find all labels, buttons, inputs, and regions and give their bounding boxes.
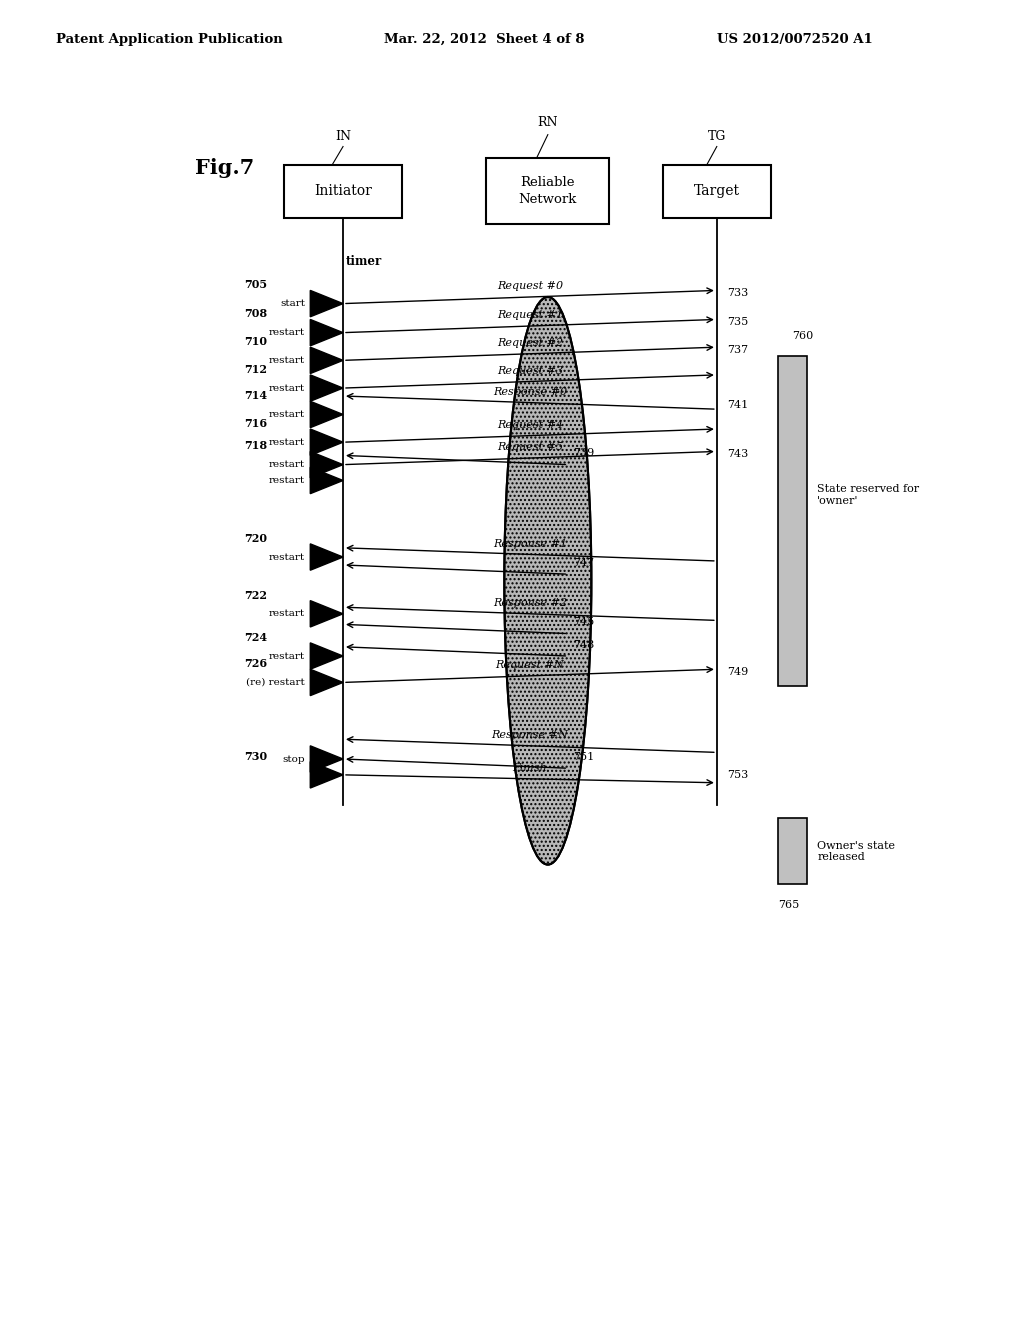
Text: restart: restart [269, 610, 305, 618]
Text: 714: 714 [244, 391, 267, 401]
Text: Request #4: Request #4 [497, 420, 563, 430]
FancyBboxPatch shape [486, 158, 609, 224]
Polygon shape [310, 544, 343, 570]
Text: TG: TG [708, 129, 726, 143]
Text: Response #0: Response #0 [493, 387, 567, 397]
Text: 751: 751 [573, 752, 595, 762]
Text: Request #5: Request #5 [497, 442, 563, 453]
Text: restart: restart [269, 477, 305, 484]
Text: restart: restart [269, 384, 305, 392]
Text: 705: 705 [244, 280, 267, 290]
FancyBboxPatch shape [664, 165, 770, 218]
Text: 753: 753 [727, 770, 749, 780]
Text: Reliable
Network: Reliable Network [518, 177, 578, 206]
Text: Request #N: Request #N [496, 660, 564, 671]
Text: Finish: Finish [513, 763, 547, 774]
Text: 747: 747 [573, 558, 595, 568]
Text: 722: 722 [244, 590, 266, 601]
Polygon shape [310, 347, 343, 374]
Text: 712: 712 [244, 364, 266, 375]
Text: Response #2: Response #2 [493, 598, 567, 609]
Text: restart: restart [269, 329, 305, 337]
Text: Mar. 22, 2012  Sheet 4 of 8: Mar. 22, 2012 Sheet 4 of 8 [384, 33, 585, 46]
Text: Response #1: Response #1 [493, 539, 567, 549]
Text: 748: 748 [573, 640, 595, 649]
Text: 743: 743 [727, 449, 749, 459]
Text: Request #0: Request #0 [497, 281, 563, 292]
Text: 726: 726 [244, 659, 267, 669]
Text: 741: 741 [727, 400, 749, 411]
Polygon shape [310, 601, 343, 627]
Text: restart: restart [269, 438, 305, 446]
Text: restart: restart [269, 356, 305, 364]
Text: 718: 718 [244, 441, 267, 451]
Text: 760: 760 [793, 330, 814, 341]
Text: 735: 735 [727, 317, 749, 327]
Text: Request #1: Request #1 [497, 310, 563, 321]
Polygon shape [310, 375, 343, 401]
Text: Request #2: Request #2 [497, 338, 563, 348]
Text: restart: restart [269, 652, 305, 660]
FancyBboxPatch shape [285, 165, 401, 218]
Polygon shape [310, 467, 343, 494]
Text: restart: restart [269, 411, 305, 418]
Text: RN: RN [538, 116, 558, 129]
Text: Target: Target [694, 185, 739, 198]
Text: timer: timer [346, 255, 382, 268]
Text: 749: 749 [727, 667, 749, 677]
FancyBboxPatch shape [778, 356, 807, 686]
Text: 730: 730 [244, 751, 267, 762]
Polygon shape [310, 319, 343, 346]
Text: Fig.7: Fig.7 [195, 158, 254, 178]
Text: start: start [281, 300, 305, 308]
Text: Patent Application Publication: Patent Application Publication [56, 33, 283, 46]
Text: Request #3: Request #3 [497, 366, 563, 376]
Text: US 2012/0072520 A1: US 2012/0072520 A1 [717, 33, 872, 46]
Polygon shape [310, 429, 343, 455]
Text: 765: 765 [778, 900, 800, 911]
Text: State reserved for
'owner': State reserved for 'owner' [817, 484, 920, 506]
Text: 708: 708 [244, 309, 267, 319]
Text: 745: 745 [573, 618, 595, 627]
Text: restart: restart [269, 461, 305, 469]
Text: Response #N: Response #N [492, 730, 568, 741]
Text: (re) restart: (re) restart [247, 678, 305, 686]
Text: 724: 724 [244, 632, 267, 643]
Text: restart: restart [269, 553, 305, 561]
Polygon shape [310, 746, 343, 772]
Polygon shape [310, 401, 343, 428]
Text: 716: 716 [244, 418, 267, 429]
Text: 710: 710 [244, 337, 266, 347]
Text: stop: stop [283, 755, 305, 763]
Polygon shape [310, 669, 343, 696]
Polygon shape [310, 451, 343, 478]
Text: 739: 739 [573, 449, 595, 458]
Ellipse shape [505, 297, 592, 865]
Polygon shape [310, 290, 343, 317]
FancyBboxPatch shape [778, 818, 807, 884]
Polygon shape [310, 762, 343, 788]
Text: 720: 720 [244, 533, 266, 544]
Text: 737: 737 [727, 345, 749, 355]
Text: Owner's state
released: Owner's state released [817, 841, 895, 862]
Polygon shape [310, 643, 343, 669]
Text: IN: IN [335, 129, 351, 143]
Text: 733: 733 [727, 288, 749, 298]
Text: Initiator: Initiator [314, 185, 372, 198]
